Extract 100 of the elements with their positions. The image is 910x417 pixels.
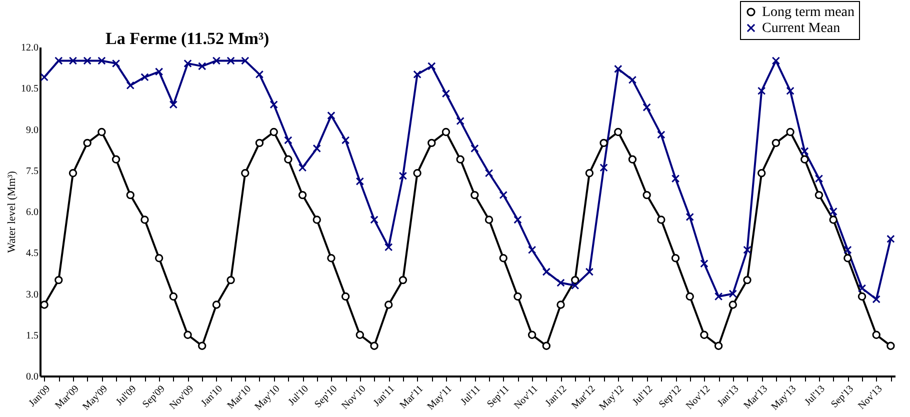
point — [112, 59, 120, 68]
point — [514, 292, 522, 301]
point — [772, 138, 780, 148]
point — [241, 169, 250, 178]
point — [154, 254, 164, 262]
point — [356, 330, 364, 339]
point — [112, 155, 120, 164]
point — [714, 292, 723, 301]
point — [786, 86, 794, 95]
point — [858, 292, 866, 301]
point — [886, 234, 895, 244]
point — [40, 73, 48, 82]
point — [484, 216, 494, 224]
point — [585, 268, 594, 276]
point — [844, 254, 852, 262]
point — [54, 56, 63, 65]
point — [600, 164, 608, 172]
legend-label: Current Mean — [762, 21, 840, 36]
point — [528, 330, 536, 339]
point — [671, 174, 680, 183]
point — [642, 190, 651, 200]
point — [829, 207, 838, 216]
point — [743, 246, 752, 254]
point — [284, 155, 292, 164]
point — [370, 342, 378, 350]
point — [570, 276, 580, 284]
point — [298, 190, 307, 200]
y-tick-label: 12.0 — [21, 42, 38, 54]
point — [872, 295, 880, 304]
point — [284, 136, 292, 144]
point — [312, 144, 321, 153]
point — [169, 292, 178, 301]
point — [341, 292, 350, 301]
point — [700, 330, 708, 339]
point — [456, 116, 464, 126]
point — [814, 174, 824, 183]
point — [384, 300, 393, 309]
point — [356, 177, 364, 186]
point — [686, 292, 694, 301]
point — [270, 100, 278, 109]
point — [83, 56, 92, 65]
point — [858, 284, 866, 292]
point — [642, 103, 651, 112]
point — [428, 62, 436, 70]
point — [140, 216, 149, 224]
point — [844, 246, 852, 254]
point — [714, 342, 723, 350]
point — [54, 276, 63, 284]
point — [528, 246, 536, 254]
point — [628, 155, 637, 164]
point — [126, 190, 134, 200]
point — [398, 276, 408, 284]
point — [255, 70, 264, 79]
point — [542, 268, 551, 276]
point — [68, 169, 78, 178]
point — [83, 138, 92, 148]
point — [68, 56, 78, 65]
y-tick-label: 7.5 — [26, 166, 38, 177]
point — [98, 128, 106, 136]
point — [814, 190, 824, 200]
point — [499, 254, 508, 262]
point — [484, 169, 494, 178]
point — [470, 144, 479, 153]
point — [255, 138, 264, 148]
point — [585, 169, 594, 178]
point — [413, 70, 422, 79]
point — [872, 330, 880, 339]
point — [184, 59, 192, 68]
point — [341, 136, 350, 144]
point — [226, 56, 235, 65]
point — [700, 259, 708, 268]
point — [198, 62, 206, 70]
point — [212, 56, 221, 65]
point — [126, 81, 134, 90]
y-tick-label: 4.5 — [26, 248, 38, 260]
point — [198, 342, 206, 350]
point — [298, 164, 307, 172]
legend-label: Long term mean — [762, 5, 855, 20]
point — [829, 216, 838, 224]
point — [570, 281, 580, 290]
point — [671, 254, 680, 262]
point — [614, 64, 622, 74]
point — [98, 56, 106, 65]
point — [456, 155, 464, 164]
point — [169, 100, 178, 109]
point — [657, 216, 666, 224]
y-tick-label: 0.0 — [26, 372, 38, 382]
y-tick-label: 9.0 — [26, 124, 38, 136]
point — [728, 290, 737, 298]
point — [370, 216, 378, 224]
point — [772, 56, 780, 65]
point — [384, 243, 393, 252]
point — [499, 190, 508, 200]
point — [428, 138, 436, 148]
point — [327, 111, 336, 120]
point — [442, 128, 450, 136]
point — [241, 56, 250, 65]
point — [800, 155, 809, 164]
point — [628, 76, 637, 84]
point — [757, 86, 766, 95]
